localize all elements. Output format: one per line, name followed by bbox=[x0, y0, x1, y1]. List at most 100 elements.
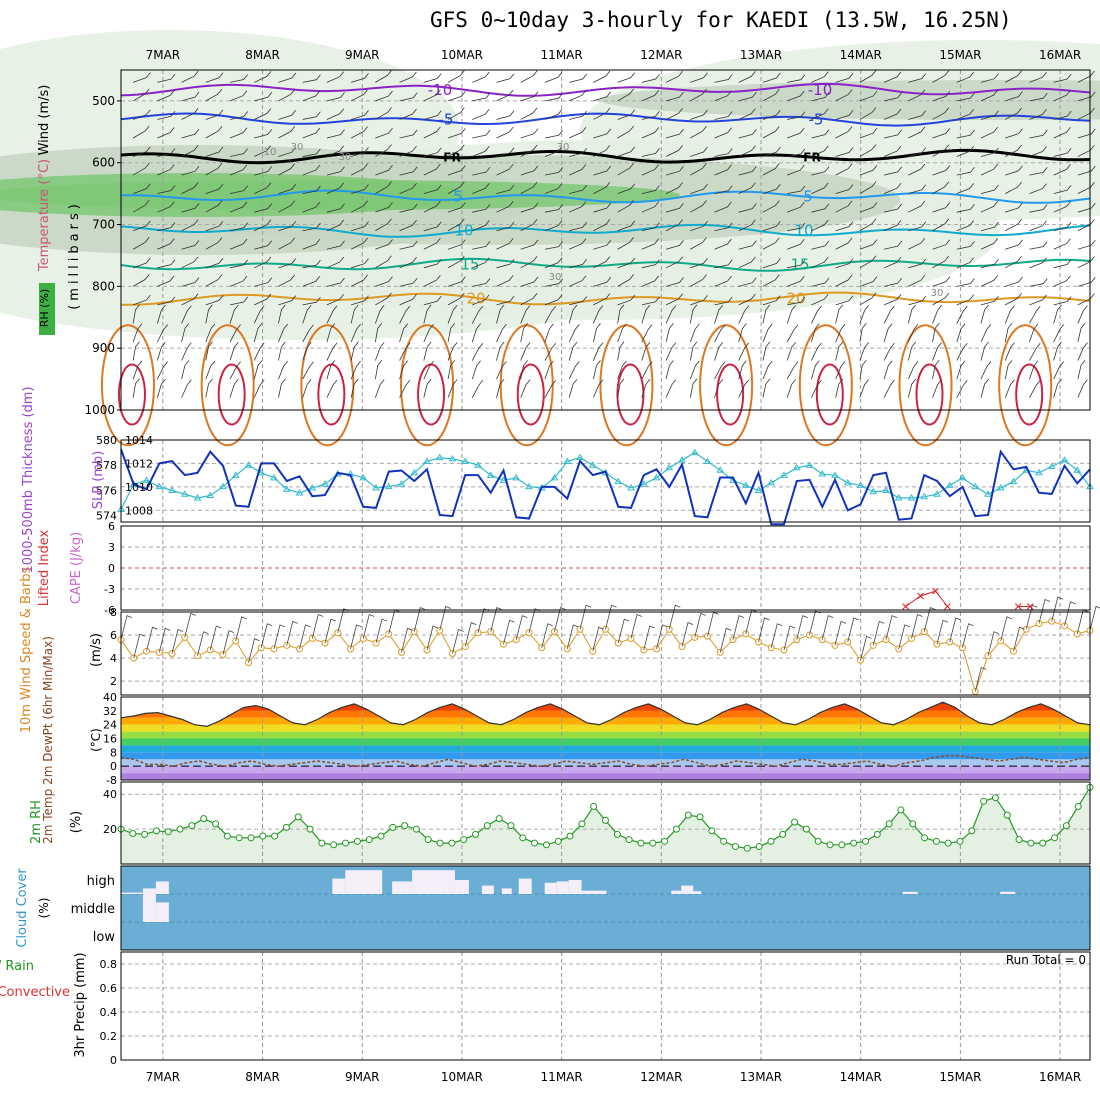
wind-barb bbox=[859, 360, 867, 380]
thickness-point bbox=[550, 473, 559, 481]
wind-barb-10m bbox=[554, 607, 566, 632]
precip-tick: 0 bbox=[110, 1054, 117, 1067]
wind-barb bbox=[447, 70, 465, 83]
wind-barb bbox=[1005, 239, 1023, 250]
wind-barb bbox=[326, 323, 336, 343]
thickness-point bbox=[257, 468, 266, 476]
wind-barb bbox=[1077, 342, 1088, 361]
wind-barb bbox=[326, 342, 338, 361]
wind-barb-10m bbox=[758, 617, 770, 643]
wind-barb bbox=[883, 145, 902, 157]
wind-barb-10m bbox=[860, 635, 872, 661]
temp-band bbox=[121, 773, 1090, 780]
wind-barb bbox=[690, 88, 707, 102]
wind-barb bbox=[132, 72, 151, 83]
wind-barb bbox=[205, 109, 224, 120]
wind-barb bbox=[351, 147, 369, 157]
wind-barb bbox=[157, 90, 175, 102]
wind-barb bbox=[254, 145, 272, 157]
wind-barb bbox=[351, 110, 369, 120]
wind-barb bbox=[132, 294, 151, 306]
wind-barb bbox=[326, 256, 345, 269]
rh2m-point bbox=[212, 820, 220, 828]
wind-barb-10m bbox=[617, 618, 630, 644]
wind-barb bbox=[351, 258, 369, 269]
thickness-point bbox=[639, 480, 648, 487]
wind-barb bbox=[326, 108, 345, 120]
wind-barb bbox=[278, 200, 296, 213]
rh-tick: 20 bbox=[103, 823, 117, 836]
rh2m-point bbox=[944, 839, 952, 847]
isotherm-label: 15 bbox=[460, 256, 479, 274]
wind-barb bbox=[883, 277, 903, 287]
wind-barb bbox=[714, 379, 724, 398]
thickness-point bbox=[665, 463, 674, 471]
wind-barb bbox=[157, 201, 175, 213]
wind-barb bbox=[472, 204, 491, 213]
wind-barb bbox=[520, 305, 531, 324]
rh2m-point bbox=[271, 832, 279, 840]
wind-barb bbox=[738, 71, 756, 83]
wind-barb bbox=[496, 275, 514, 287]
wind-barb-10m bbox=[809, 610, 821, 636]
wind-barb bbox=[1053, 361, 1065, 380]
wind-barb bbox=[496, 163, 514, 176]
wind-barb bbox=[278, 258, 297, 269]
wind-barb bbox=[883, 71, 902, 83]
wind-barb bbox=[665, 256, 683, 269]
rh2m-point bbox=[1062, 822, 1070, 830]
slp-line bbox=[120, 449, 1091, 526]
precip-tick: 0.4 bbox=[100, 1006, 118, 1019]
wind-barb bbox=[496, 126, 514, 139]
wind-barb bbox=[1029, 204, 1048, 213]
wind-barb bbox=[617, 341, 625, 361]
wind-barb bbox=[690, 200, 707, 213]
wind-barb bbox=[690, 237, 707, 250]
wind-barb bbox=[932, 165, 951, 176]
rh2m-point bbox=[720, 837, 728, 845]
wind-barb bbox=[278, 72, 297, 83]
panel-frame-thick bbox=[120, 439, 1091, 523]
wind-barb bbox=[641, 73, 660, 83]
date-label-bottom: 13MAR bbox=[740, 1070, 782, 1084]
wind-barb bbox=[375, 127, 393, 139]
wind-barb bbox=[738, 342, 750, 361]
wind-barb bbox=[156, 378, 166, 398]
wind-barb bbox=[1029, 92, 1048, 102]
wind-barb bbox=[641, 324, 653, 343]
thickness-tick: 578 bbox=[96, 459, 117, 472]
wind-barb bbox=[399, 240, 418, 250]
wind-barb bbox=[617, 274, 635, 287]
wind-barb bbox=[302, 379, 312, 398]
thickness-point bbox=[907, 494, 916, 501]
wind-barb bbox=[278, 360, 289, 380]
wind-barb bbox=[423, 126, 441, 139]
rh2m-point bbox=[235, 834, 243, 842]
wind-barb bbox=[132, 125, 150, 139]
wind-barb bbox=[181, 293, 199, 306]
cloud-block bbox=[568, 880, 582, 894]
rh2m-point bbox=[991, 794, 999, 802]
wind-barb bbox=[1005, 276, 1023, 287]
pressure-tick: 600 bbox=[92, 156, 115, 170]
rh2m-point bbox=[590, 802, 598, 810]
wind-barb bbox=[811, 293, 829, 306]
rh2m-point bbox=[342, 839, 350, 847]
wind-barb bbox=[908, 237, 926, 250]
wind-barb bbox=[181, 70, 199, 83]
rh2m-point bbox=[507, 822, 515, 830]
wind-barb bbox=[932, 360, 940, 380]
temp-tick: 40 bbox=[103, 691, 117, 704]
wind-barb bbox=[859, 107, 877, 120]
wind-barb bbox=[980, 221, 999, 232]
wind-barb bbox=[883, 220, 902, 232]
wind-barb bbox=[471, 342, 484, 361]
thickness-point bbox=[231, 471, 240, 478]
wind-barb bbox=[132, 146, 151, 157]
thickness-point bbox=[244, 461, 253, 468]
pressure-tick: 500 bbox=[92, 94, 115, 108]
wind-barb bbox=[399, 294, 417, 306]
wind-barb-10m bbox=[426, 625, 439, 651]
wind-barb bbox=[471, 360, 481, 380]
wind-barb bbox=[181, 323, 190, 343]
